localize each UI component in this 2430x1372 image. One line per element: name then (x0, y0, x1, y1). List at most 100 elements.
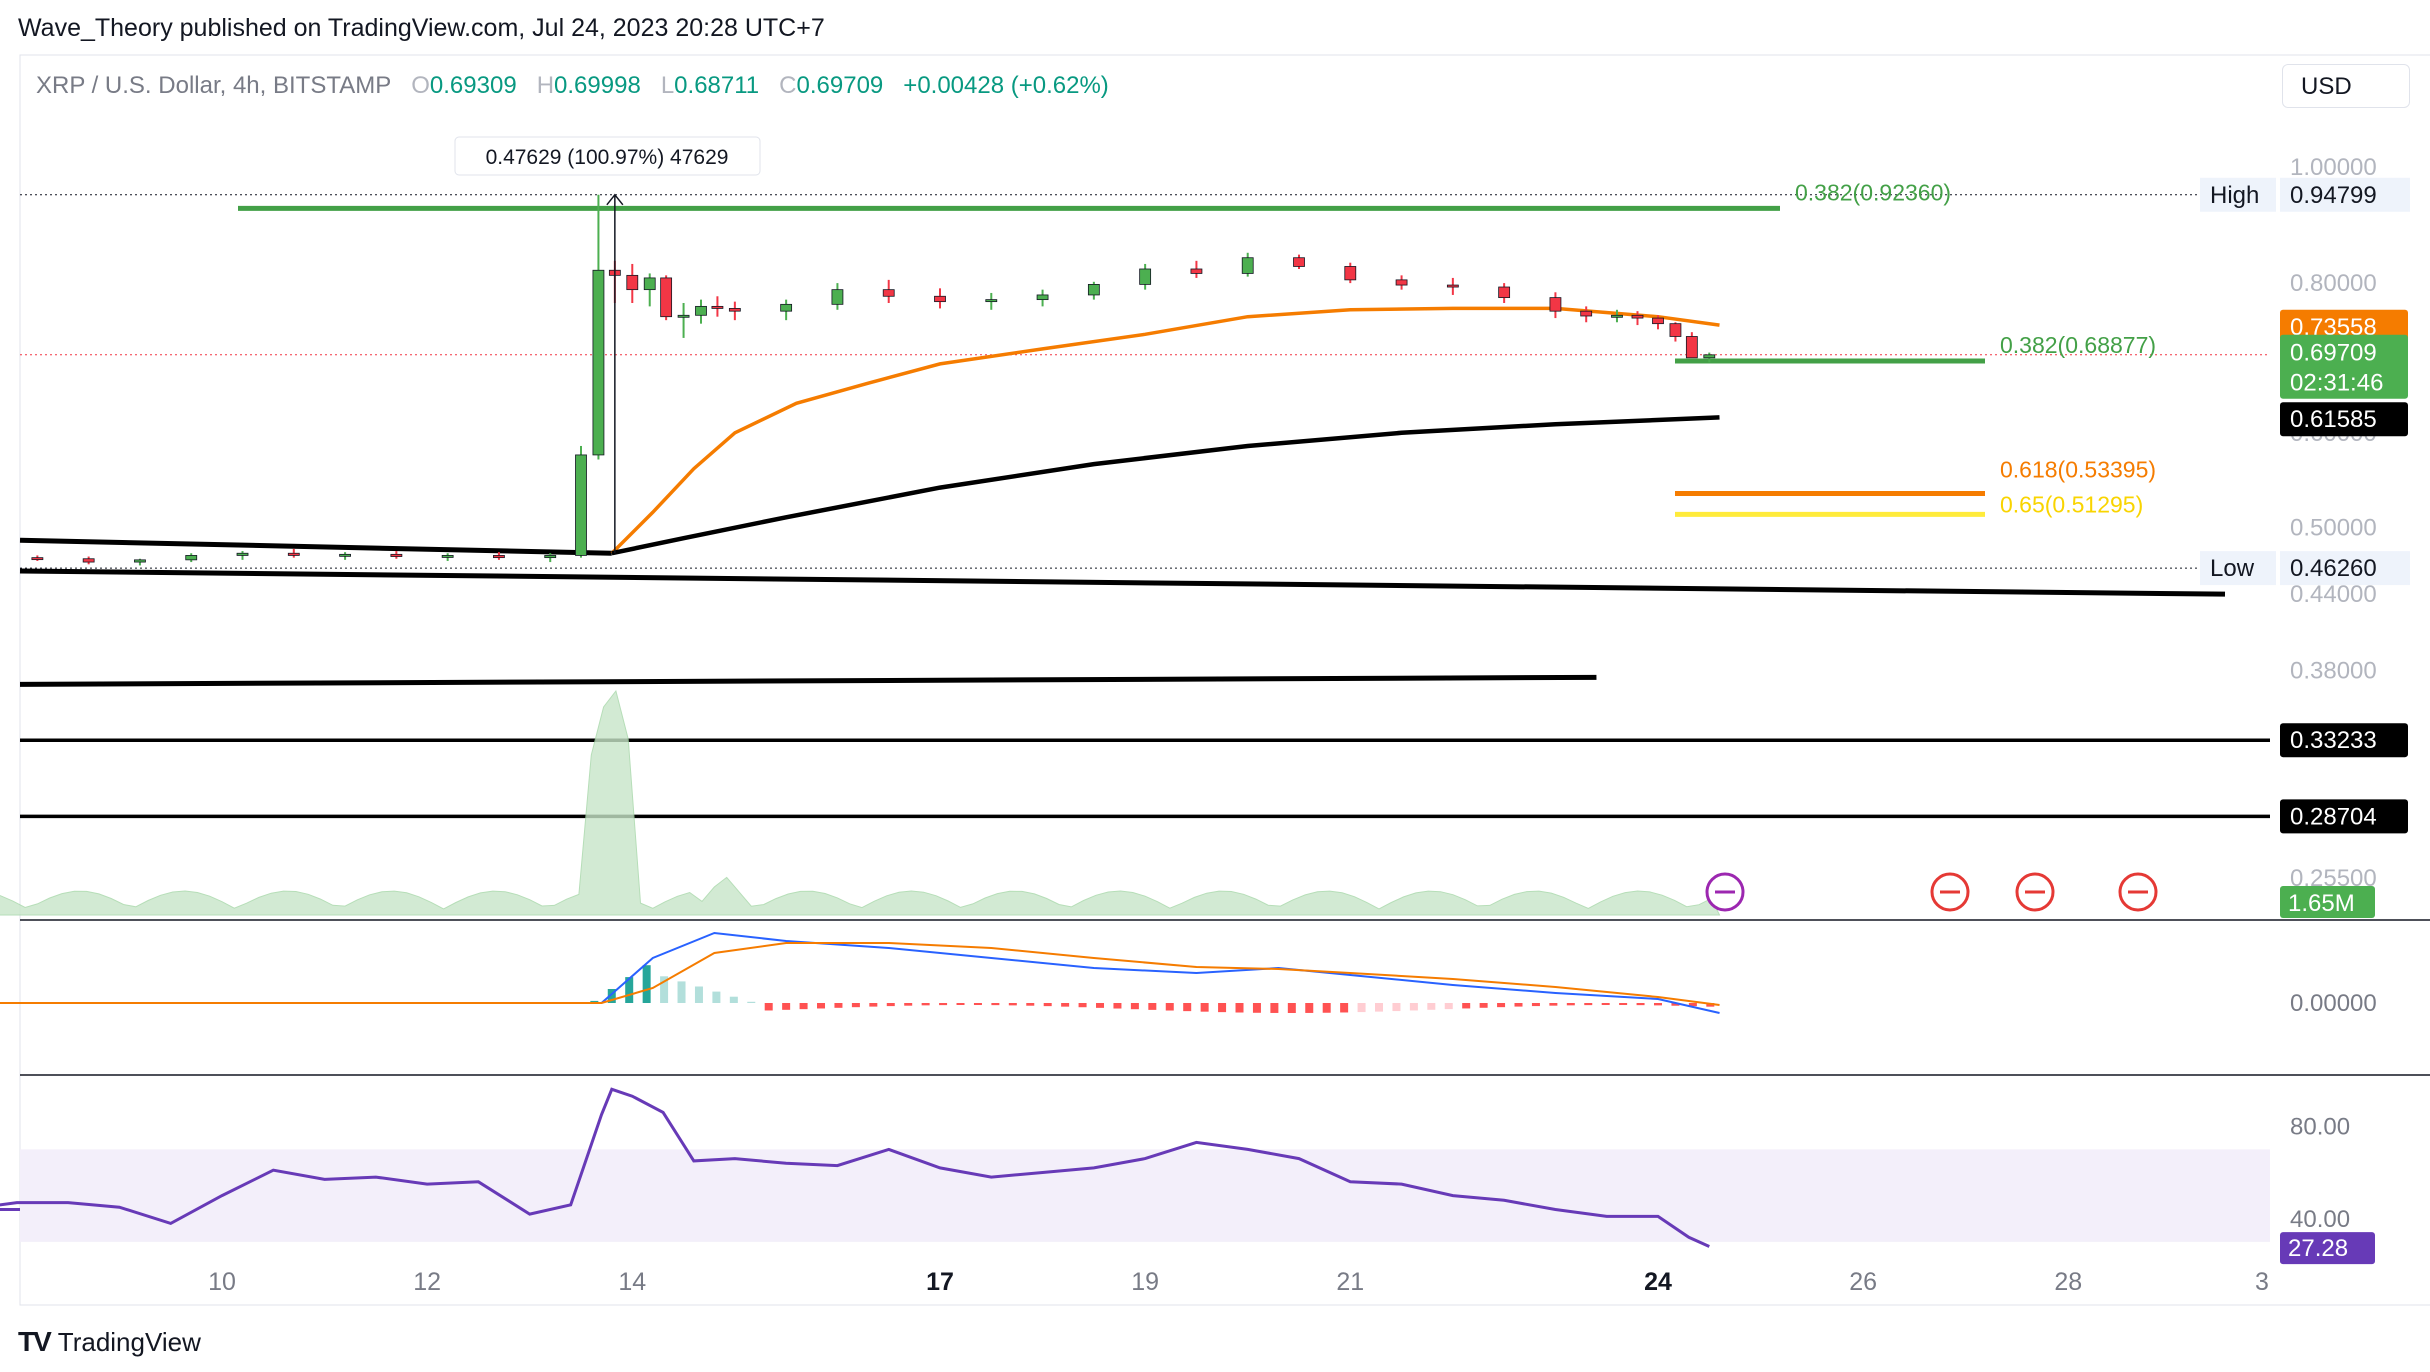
macd-histogram-bar (904, 1003, 913, 1006)
candle (728, 308, 741, 312)
publisher-line: Wave_Theory published on TradingView.com… (18, 14, 825, 42)
volume-label-bg (2280, 886, 2375, 918)
price-label: 0.69709 (2290, 340, 2377, 367)
macd-histogram-bar (1566, 1003, 1575, 1006)
macd-histogram-bar (694, 986, 703, 1003)
macd-histogram-bar (1444, 1003, 1453, 1010)
macd-histogram-bar (1340, 1003, 1349, 1013)
macd-histogram-bar (1322, 1003, 1331, 1013)
macd-histogram-bar (834, 1003, 843, 1008)
price-label-bg (2280, 799, 2408, 834)
candle (711, 305, 724, 309)
candle (1395, 279, 1408, 286)
fib-level-label: 0.382(0.92360) (1795, 179, 1951, 205)
macd-zero-label: 0.00000 (2290, 990, 2377, 1017)
candle (1139, 268, 1152, 285)
macd-histogram-bar (1235, 1003, 1244, 1013)
candle (643, 277, 656, 291)
high-value: 0.69998 (554, 72, 641, 99)
macd-histogram-bar (782, 1003, 791, 1010)
candle (287, 552, 300, 556)
trend-line (19, 674, 1597, 687)
trend-line (19, 568, 2226, 597)
macd-histogram-bar (1357, 1003, 1366, 1013)
macd-histogram-bar (886, 1003, 895, 1007)
open-key: O (411, 72, 430, 99)
macd-histogram-bar (1654, 1003, 1662, 1006)
currency-button[interactable]: USD (2282, 64, 2410, 108)
macd-histogram-bar (1043, 1003, 1052, 1007)
tradingview-logo[interactable]: TV TradingView (18, 1326, 201, 1358)
volume-area (0, 689, 1721, 916)
time-tick-label: 17 (926, 1268, 954, 1296)
macd-histogram-bar (1392, 1003, 1401, 1012)
macd-histogram-bar (1165, 1003, 1174, 1011)
macd-histogram-bar (939, 1003, 948, 1006)
candle (1685, 336, 1698, 359)
candle (934, 295, 946, 303)
time-tick-label: 3 (2255, 1268, 2269, 1296)
ema-fast-line (610, 306, 1720, 555)
macd-histogram-bar (1113, 1003, 1122, 1009)
time-tick-label: 21 (1336, 1268, 1364, 1296)
tradingview-logo-icon: TV (18, 1326, 52, 1357)
macd-histogram-bar (1514, 1003, 1523, 1007)
candle (339, 553, 351, 557)
open-value: 0.69309 (429, 72, 517, 99)
candle (985, 299, 998, 303)
macd-histogram-bar (625, 977, 634, 1003)
macd-histogram-bar (1706, 1003, 1715, 1007)
candle (1703, 354, 1716, 359)
macd-histogram-bar (1479, 1003, 1488, 1008)
change-value: +0.00428 (+0.62%) (903, 72, 1109, 99)
symbol-title[interactable]: XRP / U.S. Dollar, 4h, BITSTAMP (36, 72, 392, 99)
brand-name: TradingView (57, 1326, 201, 1357)
macd-histogram-bar (1375, 1003, 1384, 1012)
macd-histogram-bar (1061, 1003, 1070, 1007)
candle (1498, 286, 1511, 299)
low-key: L (660, 72, 675, 99)
rsi-tick-label: 40.00 (2290, 1206, 2350, 1233)
macd-histogram-bar (1026, 1003, 1035, 1006)
macd-histogram-bar (1008, 1003, 1017, 1006)
candle (1293, 257, 1305, 267)
time-tick-label: 10 (208, 1268, 236, 1296)
candle (1344, 266, 1357, 281)
measure-tooltip (454, 136, 761, 176)
rsi-tick-label: 80.00 (2290, 1113, 2350, 1140)
macd-histogram-bar (1549, 1003, 1558, 1006)
price-label-prefix-bg (2200, 177, 2276, 212)
candle (134, 559, 146, 563)
rsi-value-label: 27.28 (2288, 1235, 2348, 1262)
rsi-band (20, 1149, 2270, 1242)
macd-histogram-bar (1462, 1003, 1471, 1009)
price-label: 0.94799 (2290, 182, 2377, 209)
candle (1087, 284, 1100, 296)
candle (544, 555, 557, 559)
trend-line (19, 537, 612, 556)
macd-histogram-bar (851, 1003, 860, 1008)
macd-histogram-bar (1305, 1003, 1314, 1013)
macd-histogram-bar (1497, 1003, 1506, 1008)
price-label-bg (2280, 402, 2408, 437)
macd-histogram-bar (1427, 1003, 1436, 1010)
price-tick-label: 0.38000 (2290, 657, 2377, 684)
candle (882, 289, 895, 297)
candle (493, 555, 505, 559)
macd-histogram-bar (764, 1003, 773, 1011)
candle (831, 289, 844, 305)
candle (1036, 294, 1049, 301)
macd-histogram-bar (1148, 1003, 1157, 1010)
macd-histogram-bar (1636, 1003, 1645, 1006)
macd-histogram-bar (677, 981, 686, 1003)
candle (82, 558, 95, 563)
macd-histogram-bar (817, 1003, 826, 1009)
macd-histogram-bar (1671, 1003, 1680, 1006)
time-tick-label: 24 (1644, 1268, 1672, 1296)
chart-frame (19, 54, 2430, 1306)
macd-histogram-bar (1619, 1003, 1628, 1006)
fib-level-label: 0.618(0.53395) (2000, 456, 2156, 482)
macd-histogram-bar (747, 1001, 756, 1003)
price-tick-label: 0.50000 (2290, 515, 2377, 542)
